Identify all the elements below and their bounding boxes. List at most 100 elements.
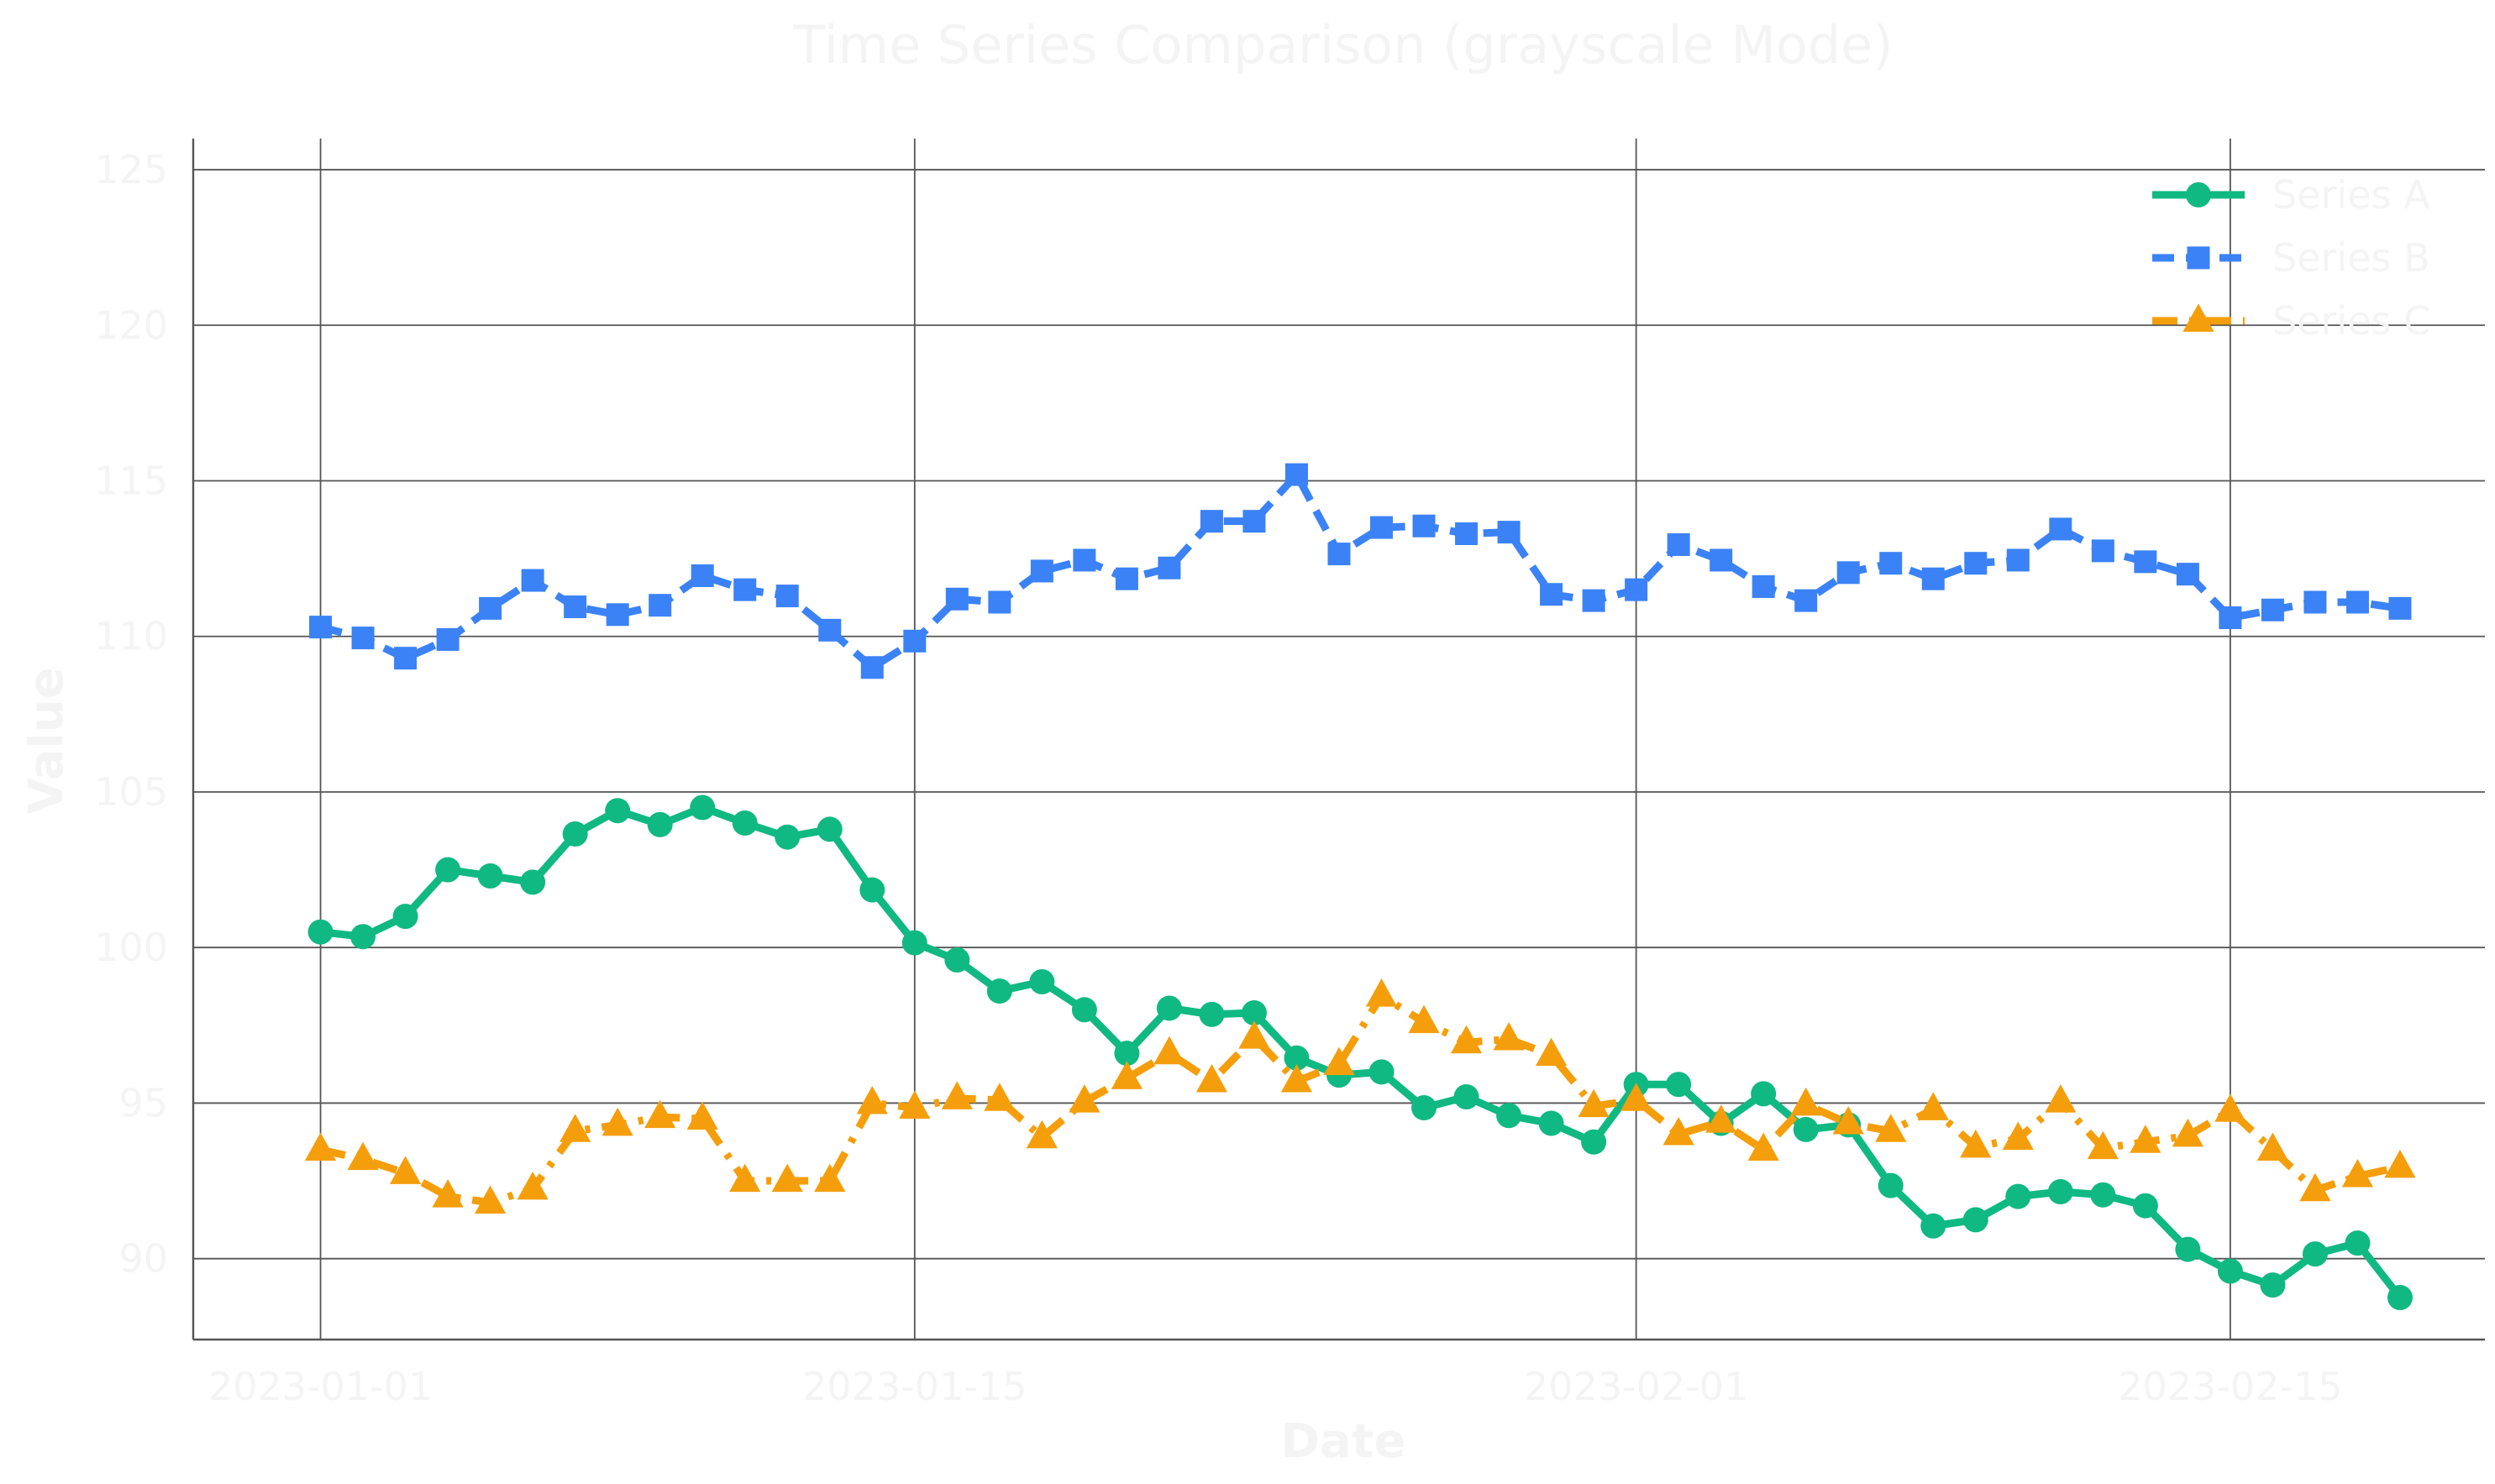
data-point [1327,543,1351,566]
data-point [899,1090,931,1120]
data-point [647,811,673,837]
data-point [2302,1241,2328,1267]
data-point [1069,1084,1100,1113]
data-point [1284,463,1308,486]
x-tick-label: 2023-01-01 [208,1364,433,1409]
data-point [394,647,418,670]
data-point [605,798,631,824]
data-point [644,1099,676,1129]
data-point [1195,1064,1228,1093]
data-point [1323,1046,1355,1076]
y-tick-label: 90 [118,1236,168,1282]
data-point [1878,1172,1904,1198]
data-point [988,590,1011,614]
data-point [1365,978,1398,1007]
data-point [1793,1116,1819,1142]
data-point [1156,995,1182,1021]
data-point [775,585,799,608]
data-point [1493,1022,1525,1051]
data-point [1747,1132,1779,1162]
series-2 [309,463,2412,679]
data-point [1666,1072,1692,1098]
data-point [564,595,587,619]
data-point [435,857,461,883]
data-point [1960,1129,1992,1158]
data-point [392,904,418,930]
data-point [690,794,716,821]
data-point [2091,539,2114,563]
data-point [984,1083,1016,1111]
data-point [1667,532,1690,556]
x-axis-label: Date [1280,1414,1405,1469]
data-point [1153,1036,1185,1065]
data-point [304,1132,337,1162]
data-point [1705,1104,1737,1133]
data-point [1408,1004,1440,1034]
data-point [1752,574,1775,598]
data-point [2384,1149,2416,1178]
data-point [2175,1236,2201,1262]
data-point [1412,514,1436,537]
data-point [1453,1084,1479,1110]
data-point [520,869,546,895]
y-tick-label: 105 [94,769,168,815]
data-point [2388,596,2412,620]
data-point [1411,1095,1437,1121]
data-point [945,587,969,611]
x-tick-label: 2023-02-15 [2118,1364,2342,1409]
data-point [986,978,1012,1004]
legend-marker [2187,246,2210,270]
data-point [606,603,629,627]
x-tick-label: 2023-01-15 [802,1364,1027,1409]
data-point [1921,567,1945,590]
data-point [775,824,801,850]
data-point [2176,563,2199,586]
data-point [1836,561,1860,585]
data-point [2134,550,2157,574]
legend-label: Series B [2272,235,2430,281]
data-point [1582,589,1605,612]
data-point [2087,1130,2119,1160]
data-point [2045,1084,2077,1113]
series-1 [307,794,2413,1310]
data-point [1625,578,1648,601]
data-point [1710,548,1733,572]
data-point [733,578,757,601]
data-point [691,564,714,588]
data-point [649,594,672,617]
data-point [559,1114,591,1142]
data-point [2261,598,2284,621]
x-tick-label: 2023-02-01 [1524,1364,1748,1409]
data-point [307,919,334,945]
data-point [1875,1114,1907,1142]
data-point [1115,567,1138,590]
data-point [479,596,502,620]
data-point [2217,1258,2243,1284]
y-tick-label: 120 [94,302,168,348]
legend-label: Series C [2272,298,2430,343]
data-point [389,1156,422,1184]
data-point [1071,997,1097,1023]
data-point [1578,1088,1610,1118]
data-point [1920,1213,1946,1239]
data-point [1879,552,1903,575]
data-point [2256,1132,2289,1162]
data-point [1794,589,1818,612]
data-point [2049,517,2072,541]
data-point [2219,606,2242,630]
data-point [2214,1093,2246,1122]
series-line [319,992,2401,1207]
data-point [517,1171,549,1200]
data-point [771,1163,803,1193]
data-point [817,816,843,842]
legend-entry: Series B [2152,235,2430,281]
data-point [903,629,927,653]
grid [193,139,2485,1340]
data-point [2345,1230,2371,1256]
data-point [1538,1110,1564,1136]
data-point [2130,1125,2161,1153]
data-point [818,618,842,642]
data-point [309,616,333,639]
data-point [1242,510,1266,533]
data-point [2260,1272,2286,1298]
